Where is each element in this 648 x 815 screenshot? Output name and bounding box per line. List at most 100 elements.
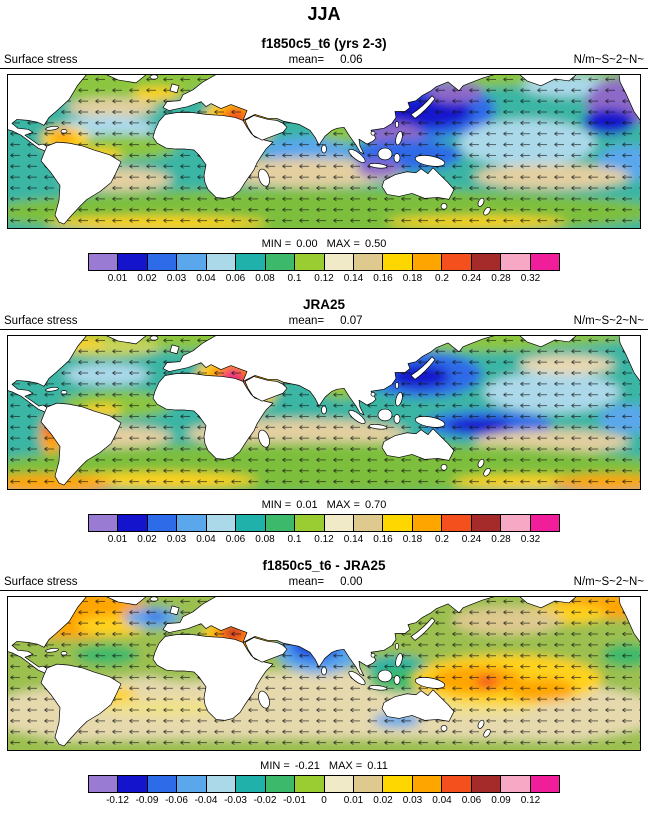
panel-title: JRA25 [302,297,346,312]
colorbar-cell [295,515,325,531]
mean-readout: mean= 0.00 [289,576,363,588]
colorbar-cell [324,515,354,531]
colorbar-tick-label: 0.02 [373,795,393,806]
colorbar-cell [501,254,531,270]
max-label: MAX = [328,760,363,772]
colorbar-tick-label: -0.04 [194,795,218,806]
min-label: MIN = [260,760,290,772]
colorbar-cell [295,254,325,270]
panel-title: f1850c5_t6 (yrs 2-3) [261,36,387,51]
colorbar-cell [471,515,502,531]
colorbar-tick-label: 0.12 [314,534,334,545]
field-label: Surface stress [4,576,78,588]
min-value: 0.00 [296,238,318,250]
colorbar-cell [501,515,531,531]
colorbar-cell [89,515,119,531]
colorbar-cell [471,776,502,792]
colorbar-tick-label: 0.08 [255,273,275,284]
colorbar-tick-label: 0.02 [137,534,157,545]
colorbar-tick-label: -0.06 [165,795,188,806]
mean-value: 0.00 [340,576,363,588]
colorbar-tick-label: 0.06 [225,534,246,545]
colorbar-cell [324,776,354,792]
colorbar-cell [118,776,148,792]
colorbar-cells [88,775,560,793]
colorbar-tick-label: 0.01 [107,273,128,284]
colorbar-tick-label: 0.2 [435,534,449,545]
colorbar-tick-label: -0.01 [283,795,306,806]
colorbar-cell [412,515,443,531]
colorbar-tick-labels: 0.01 0.02 0.03 0.04 0.06 0.08 0.1 0.12 0.14 0.16 0… [88,273,560,286]
mean-readout: mean= 0.07 [289,315,363,327]
colorbar-tick-label: 0.04 [432,795,452,806]
colorbar-tick-label: 0.1 [287,273,302,284]
colorbar-tick-label: 0.06 [461,795,482,806]
panel-difference: f1850c5_t6 - JRA25 Surface stress mean= 0… [0,558,648,808]
colorbar-tick-label: 0 [321,795,327,806]
colorbar-cell [265,515,296,531]
colorbar-tick-label: 0.32 [520,273,541,284]
panel-model: f1850c5_t6 (yrs 2-3) Surface stress mean… [0,36,648,286]
colorbar-cell [530,254,559,270]
units-label: N/m~S~2~N~ [573,315,644,327]
mean-value: 0.06 [340,54,363,66]
colorbar-tick-label: 0.28 [491,534,511,545]
map-frame [7,596,641,751]
minmax-readout: MIN = 0.01 MAX = 0.70 [0,499,648,511]
colorbar-cell [177,776,207,792]
colorbar-tick-label: 0.04 [196,273,216,284]
colorbar-tick-label: 0.03 [166,273,187,284]
colorbar-tick-label: 0.28 [491,273,511,284]
colorbar-cells [88,514,560,532]
colorbar-cell [442,776,472,792]
panel-header-row: Surface stress mean= 0.07 N/m~S~2~N~ [0,315,648,330]
colorbar-cell [236,515,266,531]
max-value: 0.70 [364,499,387,511]
colorbar-cell [383,515,413,531]
field-label: Surface stress [4,54,78,66]
map-frame [7,74,641,229]
colorbar-cell [501,776,531,792]
colorbar-tick-labels: 0.01 0.02 0.03 0.04 0.06 0.08 0.1 0.12 0.14 0.16 0… [88,534,560,547]
colorbar-tick-label: 0.16 [373,273,393,284]
colorbar-cell [206,254,237,270]
colorbar-tick-label: 0.04 [196,534,216,545]
min-label: MIN = [261,238,292,250]
colorbar-cell [530,515,559,531]
colorbar-cell [118,254,148,270]
minmax-readout: MIN = 0.00 MAX = 0.50 [0,238,648,250]
mean-label: mean= [288,54,325,66]
colorbar-cell [412,776,443,792]
colorbar-cell [147,776,178,792]
colorbar-cell [89,776,119,792]
colorbar-cell [265,254,296,270]
colorbar-cell [530,776,559,792]
colorbar-cell [177,515,207,531]
mean-value: 0.07 [340,315,363,327]
colorbar: -0.12 -0.09 -0.06 -0.04 -0.03 -0.02 -0.01 0 0.01… [88,775,560,808]
colorbar-cell [236,776,266,792]
colorbar-cell [295,776,325,792]
colorbar-tick-labels: -0.12 -0.09 -0.06 -0.04 -0.03 -0.02 -0.01 0 0.01… [88,795,560,808]
colorbar-cell [412,254,443,270]
colorbar-tick-label: 0.14 [343,273,364,284]
map-border [7,335,641,490]
colorbar-tick-label: -0.03 [224,795,247,806]
figure-title: JJA [307,4,341,24]
panel-header-row: Surface stress mean= 0.00 N/m~S~2~N~ [0,576,648,591]
colorbar-tick-label: 0.08 [255,534,275,545]
colorbar-tick-label: 0.12 [314,273,334,284]
colorbar-cell [353,515,384,531]
surface-stress-map-model [7,74,641,229]
colorbar-tick-label: 0.18 [402,273,423,284]
colorbar-tick-label: 0.03 [402,795,423,806]
colorbar-tick-label: 0.18 [402,534,423,545]
min-value: 0.01 [296,499,318,511]
colorbar-tick-label: 0.01 [343,795,364,806]
units-label: N/m~S~2~N~ [573,54,644,66]
panel-header-row: Surface stress mean= 0.06 N/m~S~2~N~ [0,54,648,69]
max-label: MAX = [326,238,360,250]
colorbar-cell [324,254,354,270]
colorbar-cells [88,253,560,271]
map-frame [7,335,641,490]
